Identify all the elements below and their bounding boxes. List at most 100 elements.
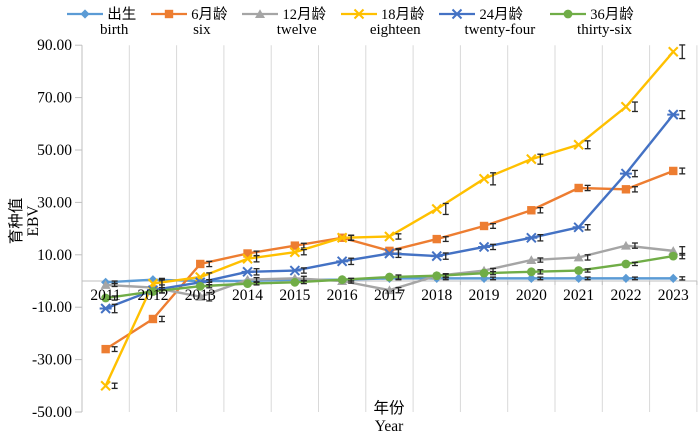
marker-six-2015 [290,241,300,250]
marker-twelve-2021 [573,252,584,262]
error-bar-twenty-four-2018 [442,252,449,260]
error-bar-thirty-six-2020 [537,269,544,275]
x-tick-label: 2011 [90,287,120,304]
y-tick-label: 30.00 [37,194,72,211]
marker-eighteen-2019 [478,173,490,185]
x-tick-label: 2013 [185,287,216,304]
legend-item-thirty-six: 36月龄 thirty-six [549,3,634,39]
legend-glyph-triangle [255,8,266,18]
legend-label-en: thirty-six [577,22,633,38]
axes [75,44,698,413]
marker-eighteen-2014 [242,253,253,264]
error-bar-thirty-six-2013 [206,284,213,289]
legend-label-en: eighteen [369,22,421,38]
error-bar-eighteen-2011 [111,382,118,390]
marker-six-2023 [669,166,678,176]
marker-thirty-six-2023 [668,251,678,261]
error-bar-twelve-2022 [631,242,638,249]
error-bar-thirty-six-2015 [300,280,307,285]
legend-row: 24月龄 [438,3,535,24]
legend-label-zh: 36月龄 [590,7,634,23]
marker-twelve-2013 [195,291,206,301]
marker-birth-2022 [621,273,631,283]
marker-twenty-four-2022 [619,168,632,179]
error-bar-twelve-2021 [584,254,591,261]
legend-label-en: twenty-four [464,22,536,38]
marker-thirty-six-2018 [432,271,442,281]
series-group [99,44,686,392]
legend-row: 12月龄 [241,3,326,24]
legend-row: 出生 [66,3,136,24]
error-bar-thirty-six-2018 [442,273,449,278]
error-bar-thirty-six-2016 [348,277,355,282]
marker-thirty-six-2013 [195,281,205,291]
legend-label-en: six [193,22,211,38]
marker-birth-2021 [574,273,584,283]
legend-marker-eighteen-icon [340,8,377,19]
error-bar-twelve-2020 [537,257,544,263]
marker-six-2021 [574,183,583,193]
error-bar-eighteen-2019 [490,172,497,186]
marker-twenty-four-2011 [99,303,112,314]
marker-six-2017 [385,246,394,256]
y-axis-title: 育种值 EBV [8,176,42,266]
legend-label-zh: 出生 [107,7,137,23]
marker-thirty-six-2014 [243,279,252,289]
series-line-eighteen [104,50,675,387]
legend-marker-twelve-icon [242,8,279,18]
marker-twelve-2022 [620,240,631,250]
marker-eighteen-2018 [431,203,442,215]
marker-twenty-four-2017 [383,248,396,259]
error-bar-twenty-four-2019 [490,243,497,251]
marker-six-2020 [527,206,536,215]
error-bar-eighteen-2014 [253,254,260,263]
error-bar-six-2020 [537,206,544,214]
legend-glyph-diamond [80,8,90,19]
y-tick-label: 10.00 [37,247,72,264]
legend-row: 18月龄 [340,3,424,24]
error-bar-eighteen-2023 [679,44,686,60]
error-bar-eighteen-2018 [442,202,449,216]
marker-six-2013 [196,259,205,269]
marker-thirty-six-2019 [479,268,489,278]
marker-six-2022 [621,185,631,194]
error-bar-twenty-four-2017 [395,248,402,259]
y-tick-label: 90.00 [37,37,72,54]
error-bar-six-2018 [442,236,449,243]
legend-glyph-circle [563,9,573,18]
error-bar-twenty-four-2022 [631,169,638,178]
legend-item-twenty-four: 24月龄 twenty-four [438,3,535,39]
legend-marker-birth-icon [67,8,104,19]
legend-label-zh: 12月龄 [282,7,326,23]
y-tick-label: -30.00 [32,352,72,369]
marker-twenty-four-2019 [478,241,491,253]
error-bar-thirty-six-2012 [158,289,165,294]
error-bar-twelve-2011 [111,282,118,288]
error-bar-eighteen-2020 [537,153,544,165]
marker-thirty-six-2022 [621,259,631,269]
legend-marker-twenty-four-icon [439,8,476,19]
legend-label-en: twelve [276,22,317,38]
error-bar-twenty-four-2023 [679,110,686,120]
marker-twenty-four-2016 [336,256,349,267]
marker-birth-2020 [526,273,536,283]
marker-thirty-six-2016 [337,275,347,285]
x-tick-label: 2023 [658,287,689,304]
legend-marker-thirty-six-icon [550,9,587,18]
series-six [101,166,686,354]
error-bar-eighteen-2016 [348,234,355,242]
error-bar-twenty-four-2014 [253,268,260,276]
marker-six-2018 [432,234,441,244]
error-bar-twenty-four-2016 [348,257,355,266]
legend: 出生 birth 6月龄 six 12月龄 twelve 18月龄 eighteen 24月龄 t… [0,3,700,39]
error-bar-birth-2021 [584,276,591,281]
marker-thirty-six-2021 [574,266,584,275]
marker-birth-2023 [668,273,678,283]
marker-eighteen-2020 [526,153,537,165]
marker-eighteen-2022 [620,101,632,113]
error-bar-twenty-four-2011 [111,303,118,314]
error-bar-birth-2022 [631,276,638,281]
marker-thirty-six-2017 [385,272,394,282]
marker-six-2014 [243,249,252,258]
